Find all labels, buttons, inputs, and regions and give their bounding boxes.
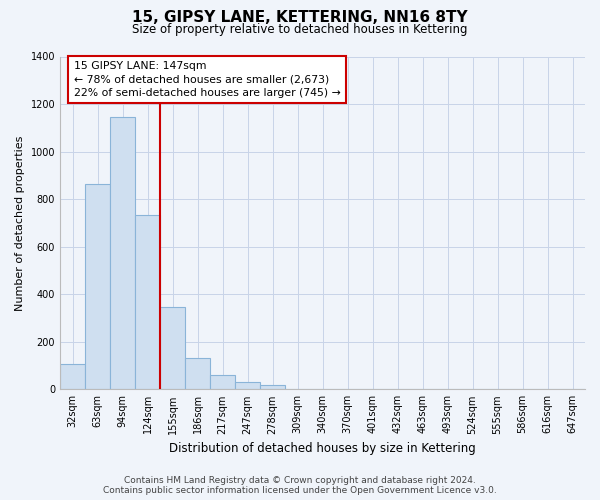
Text: Contains HM Land Registry data © Crown copyright and database right 2024.
Contai: Contains HM Land Registry data © Crown c…	[103, 476, 497, 495]
Bar	[110, 117, 135, 390]
Bar	[235, 382, 260, 390]
Bar	[185, 358, 210, 390]
Text: 15 GIPSY LANE: 147sqm
← 78% of detached houses are smaller (2,673)
22% of semi-d: 15 GIPSY LANE: 147sqm ← 78% of detached …	[74, 62, 341, 98]
Bar	[210, 374, 235, 390]
X-axis label: Distribution of detached houses by size in Kettering: Distribution of detached houses by size …	[169, 442, 476, 455]
Text: 15, GIPSY LANE, KETTERING, NN16 8TY: 15, GIPSY LANE, KETTERING, NN16 8TY	[132, 10, 468, 25]
Bar	[260, 386, 285, 390]
Bar	[85, 184, 110, 390]
Text: Size of property relative to detached houses in Kettering: Size of property relative to detached ho…	[132, 22, 468, 36]
Bar	[160, 308, 185, 390]
Bar	[135, 214, 160, 390]
Y-axis label: Number of detached properties: Number of detached properties	[15, 135, 25, 310]
Bar	[60, 364, 85, 390]
